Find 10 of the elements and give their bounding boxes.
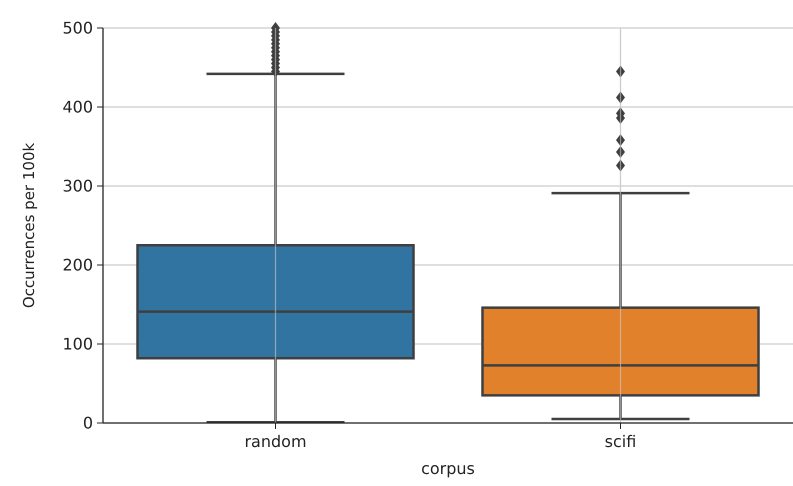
x-axis-title: corpus <box>421 459 475 478</box>
y-tick-label: 300 <box>62 176 93 196</box>
y-tick-label: 100 <box>62 334 93 354</box>
y-tick-label: 0 <box>82 414 93 433</box>
x-tick-label: random <box>244 432 307 451</box>
y-axis-title: Occurrences per 100k <box>20 142 38 308</box>
y-tick-label: 200 <box>62 256 93 275</box>
x-tick-label: scifi <box>604 432 636 451</box>
y-tick-label: 500 <box>62 18 93 38</box>
y-tick-label: 400 <box>62 98 93 117</box>
